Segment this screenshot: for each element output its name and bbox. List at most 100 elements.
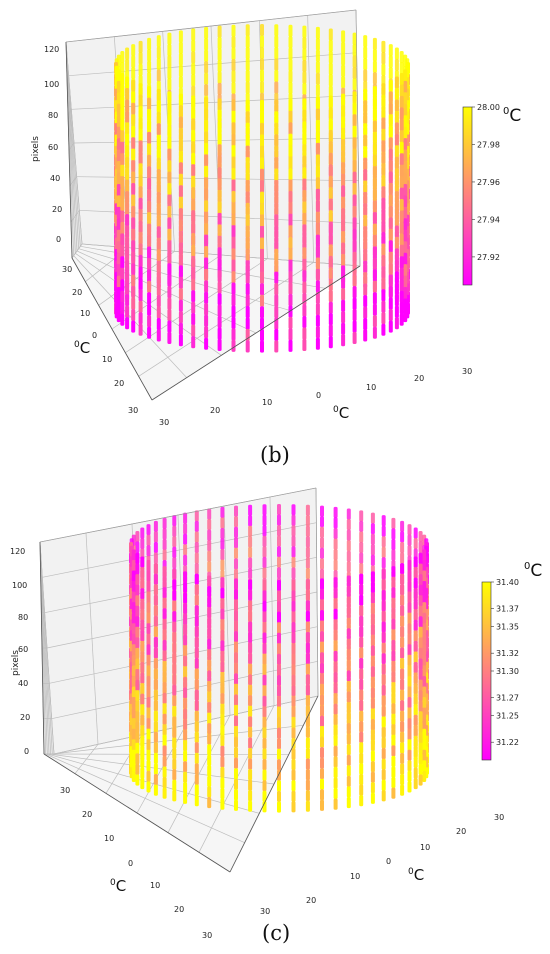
data-point-segment xyxy=(291,567,296,579)
data-point-segment xyxy=(167,114,172,127)
data-point-segment xyxy=(140,567,145,579)
data-point-segment xyxy=(359,542,364,554)
data-point-segment xyxy=(207,712,212,724)
data-point-segment xyxy=(403,149,408,162)
data-point-segment xyxy=(400,542,405,554)
data-point-segment xyxy=(162,787,167,799)
data-point-segment xyxy=(418,679,423,691)
data-point-segment xyxy=(288,145,293,158)
data-point-segment xyxy=(262,525,267,537)
data-point-segment xyxy=(260,283,264,296)
data-point-segment xyxy=(231,36,236,49)
data-point-segment xyxy=(328,62,333,75)
data-point-segment xyxy=(394,305,399,318)
data-point-segment xyxy=(131,320,136,333)
data-point-segment xyxy=(172,515,177,527)
data-point-segment xyxy=(305,568,310,580)
data-point-segment xyxy=(191,301,196,314)
data-point-segment xyxy=(178,150,183,163)
data-point-segment xyxy=(191,152,196,165)
data-point-segment xyxy=(140,538,145,550)
data-point-segment xyxy=(178,93,183,106)
data-point-segment xyxy=(274,168,279,181)
data-point-segment xyxy=(116,138,121,151)
data-point-segment xyxy=(407,728,412,740)
data-point-segment xyxy=(328,164,333,177)
data-point-segment xyxy=(217,201,222,214)
data-point-segment xyxy=(391,639,396,651)
data-point-segment xyxy=(162,566,167,578)
data-point-segment xyxy=(328,255,333,268)
data-point-segment xyxy=(135,679,140,691)
x-tick-label: 30 xyxy=(260,907,270,916)
data-point-segment xyxy=(399,187,404,200)
data-point-segment xyxy=(183,719,188,731)
data-point-segment xyxy=(305,525,310,537)
data-point-segment xyxy=(400,679,405,691)
data-point-segment xyxy=(220,693,225,705)
data-point-segment xyxy=(413,767,418,779)
data-point-segment xyxy=(116,218,121,231)
data-point-segment xyxy=(328,95,333,108)
data-point-segment xyxy=(328,28,333,41)
x-axis-label-text: 0C xyxy=(333,404,349,422)
data-point-segment xyxy=(167,32,172,45)
data-point-segment xyxy=(220,745,225,757)
data-point-segment xyxy=(277,780,281,792)
data-point-segment xyxy=(407,654,412,666)
data-point-segment xyxy=(305,705,310,717)
data-point-segment xyxy=(131,217,136,230)
data-point-segment xyxy=(125,133,130,146)
data-point-segment xyxy=(413,693,418,705)
data-point-segment xyxy=(352,125,357,138)
data-point-segment xyxy=(217,293,222,306)
data-point-segment xyxy=(291,653,296,665)
data-point-segment xyxy=(403,275,408,288)
data-point-segment xyxy=(178,116,183,129)
data-point-segment xyxy=(381,695,386,707)
data-point-segment xyxy=(388,194,393,207)
data-point-segment xyxy=(262,611,267,623)
data-point-segment xyxy=(341,254,346,267)
data-point-segment xyxy=(291,643,296,655)
data-point-segment xyxy=(153,742,158,754)
data-point-segment xyxy=(146,728,151,740)
data-point-segment xyxy=(418,742,423,754)
data-point-segment xyxy=(245,70,250,83)
data-point-segment xyxy=(394,259,399,272)
y-tick-labels-c: 30 20 10 0 10 20 30 xyxy=(60,786,212,940)
data-point-segment xyxy=(167,44,172,57)
z-tick-label: 40 xyxy=(18,679,28,688)
data-point-segment xyxy=(372,109,377,122)
data-point-segment xyxy=(262,556,267,568)
data-point-segment xyxy=(146,545,151,557)
data-point-segment xyxy=(153,605,158,617)
data-point-segment xyxy=(234,505,238,517)
data-point-segment xyxy=(167,263,172,276)
data-point-segment xyxy=(217,144,222,157)
data-point-segment xyxy=(131,125,136,138)
data-point-segment xyxy=(372,72,377,85)
data-point-segment xyxy=(156,249,161,262)
data-point-segment xyxy=(260,46,264,59)
data-point-segment xyxy=(191,28,196,41)
data-point-segment xyxy=(407,623,412,635)
data-point-segment xyxy=(234,747,238,759)
data-point-segment xyxy=(138,289,143,302)
data-point-segment xyxy=(391,528,396,540)
data-point-segment xyxy=(147,303,152,316)
data-point-segment xyxy=(194,636,199,648)
data-point-segment xyxy=(217,121,222,134)
data-point-segment xyxy=(140,662,145,674)
data-point-segment xyxy=(391,777,396,789)
data-point-segment xyxy=(422,644,427,656)
data-point-segment xyxy=(204,26,209,39)
colorbar-tick-label: 31.40 xyxy=(496,578,519,587)
data-point-segment xyxy=(341,93,346,106)
data-point-segment xyxy=(245,237,250,250)
data-point-segment xyxy=(277,748,281,760)
data-point-segment xyxy=(346,691,351,703)
data-point-segment xyxy=(418,669,423,681)
data-point-segment xyxy=(220,682,225,694)
data-point-segment xyxy=(131,240,136,253)
